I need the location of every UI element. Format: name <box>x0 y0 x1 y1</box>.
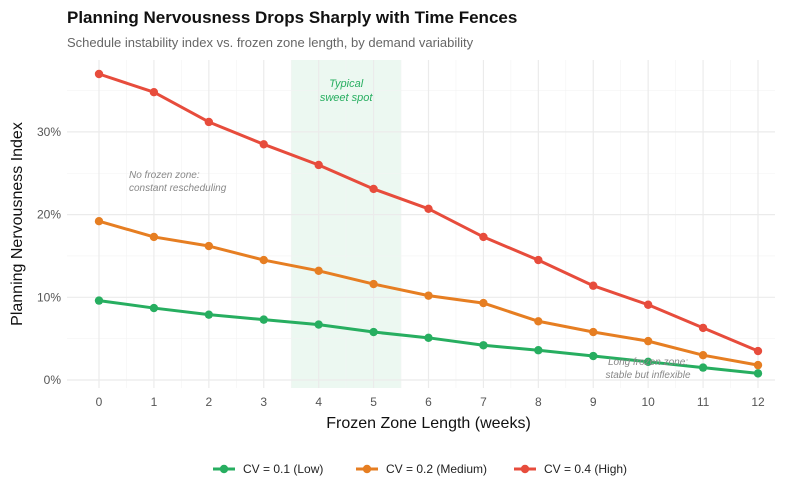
data-point <box>424 291 433 300</box>
data-point <box>149 232 159 242</box>
x-tick-label: 12 <box>751 395 765 409</box>
data-point <box>479 298 488 308</box>
data-point <box>314 320 323 329</box>
data-point <box>424 333 433 343</box>
data-point <box>589 281 598 290</box>
data-point <box>643 357 653 367</box>
sweet-spot-label: sweet spot <box>320 92 374 104</box>
x-tick-label: 9 <box>590 395 597 409</box>
data-point <box>753 360 763 370</box>
x-tick-label: 7 <box>480 395 487 409</box>
data-point <box>479 341 488 350</box>
data-point <box>534 317 543 326</box>
chart-subtitle: Schedule instability index vs. frozen zo… <box>67 35 474 50</box>
data-point <box>643 300 653 309</box>
data-point <box>369 279 378 289</box>
y-tick-label: 10% <box>37 290 61 304</box>
y-tick-label: 20% <box>37 208 61 222</box>
data-point <box>589 327 598 337</box>
x-tick-label: 2 <box>205 395 212 409</box>
legend-label: CV = 0.4 (High) <box>544 462 627 476</box>
data-point <box>369 184 378 194</box>
x-axis-label: Frozen Zone Length (weeks) <box>326 415 531 432</box>
data-point <box>589 351 598 361</box>
x-tick-label: 8 <box>535 395 542 409</box>
legend-swatch-point <box>362 464 372 474</box>
data-point <box>314 266 323 276</box>
data-point <box>314 160 323 170</box>
data-point <box>259 315 268 324</box>
chart-title: Planning Nervousness Drops Sharply with … <box>67 8 518 27</box>
x-tick-label: 3 <box>260 395 267 409</box>
x-tick-label: 11 <box>697 395 710 409</box>
legend-label: CV = 0.2 (Medium) <box>386 462 487 476</box>
y-tick-label: 30% <box>37 125 61 139</box>
data-point <box>479 232 488 242</box>
data-point <box>149 88 159 97</box>
x-tick-label: 4 <box>315 395 322 409</box>
legend-swatch-point <box>219 464 229 474</box>
y-tick-label: 0% <box>44 373 62 387</box>
data-point <box>259 255 268 265</box>
y-axis-label: Planning Nervousness Index <box>9 122 26 326</box>
sweet-spot-label: Typical <box>329 78 364 90</box>
annotation-no-frozen: No frozen zone: <box>129 170 200 181</box>
data-point <box>753 346 763 356</box>
data-point <box>424 204 433 214</box>
x-tick-label: 5 <box>370 395 377 409</box>
data-point <box>94 296 104 305</box>
data-point <box>643 336 653 346</box>
data-point <box>204 241 214 251</box>
data-point <box>753 369 763 378</box>
data-point <box>94 69 104 79</box>
x-tick-label: 0 <box>96 395 103 409</box>
x-tick-label: 10 <box>641 395 655 409</box>
data-point <box>534 346 543 355</box>
legend-label: CV = 0.1 (Low) <box>243 462 323 476</box>
x-tick-label: 1 <box>151 395 158 409</box>
data-point <box>698 350 708 360</box>
data-point <box>369 327 378 337</box>
x-tick-label: 6 <box>425 395 432 409</box>
data-point <box>698 323 708 333</box>
annotation-no-frozen: constant rescheduling <box>129 183 227 194</box>
data-point <box>204 117 214 127</box>
data-point <box>149 303 159 313</box>
data-point <box>259 140 268 149</box>
annotation-long-frozen: stable but inflexible <box>605 370 690 381</box>
data-point <box>534 255 543 265</box>
legend-swatch-point <box>520 464 530 474</box>
annotation-long-frozen: Long frozen zone: <box>608 357 688 368</box>
data-point <box>698 363 708 372</box>
data-point <box>204 310 214 319</box>
data-point <box>94 217 104 226</box>
